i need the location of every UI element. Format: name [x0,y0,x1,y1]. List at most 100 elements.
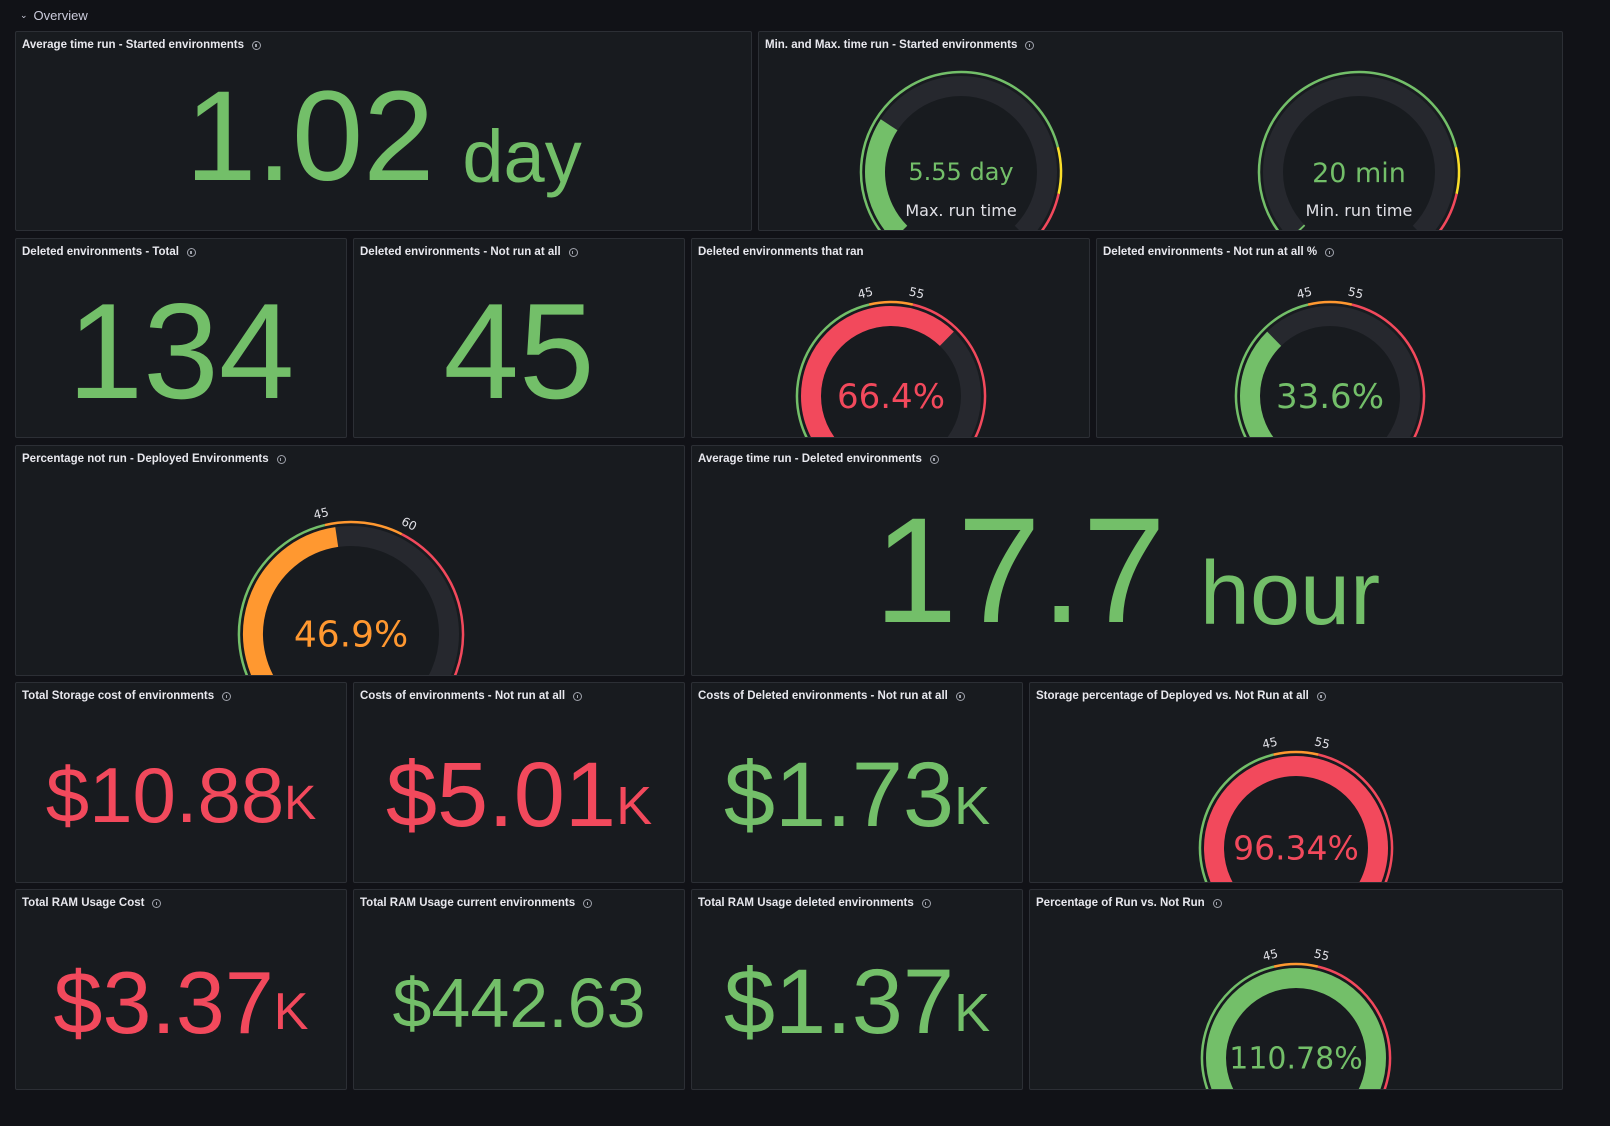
panel-costs-not-run[interactable]: Costs of environments - Not run at all $… [353,682,685,883]
panel-title: Total RAM Usage deleted environments [698,897,914,909]
threshold-band-orange [1307,300,1353,306]
chevron-down-icon: ⌄ [20,9,28,20]
info-icon[interactable] [152,898,162,908]
stat-value: 17.7 [873,486,1166,654]
threshold-band-red [1318,753,1394,882]
threshold-band-yellow [1454,146,1461,195]
gauge-value: 5.55 day [908,158,1013,186]
panel-min-max-time-started[interactable]: Min. and Max. time run - Started environ… [758,31,1563,231]
gauge-value-arc [1204,756,1388,882]
gauge-value: 96.34% [1233,829,1359,868]
threshold-band-green [237,523,326,675]
tick-label-threshold: 55 [1313,735,1331,752]
deleted-not-run-pct-gauge: 0455510033.6% [1234,284,1426,437]
panel-title: Storage percentage of Deployed vs. Not R… [1036,690,1309,702]
gauge-value-arc [801,306,954,437]
gauge-value: 20 min [1312,158,1406,189]
threshold-band-green [1257,70,1458,230]
panel-title: Costs of Deleted environments - Not run … [698,690,948,702]
threshold-band-red [1351,303,1426,437]
info-icon[interactable] [955,691,965,701]
info-icon[interactable] [222,691,232,701]
panel-deleted-not-run[interactable]: Deleted environments - Not run at all 45 [353,238,685,438]
info-icon[interactable] [1212,898,1222,908]
gauge-value: 46.9% [294,615,408,656]
info-icon[interactable] [583,898,593,908]
panel-deleted-not-run-pct[interactable]: Deleted environments - Not run at all % … [1096,238,1563,438]
info-icon[interactable] [1025,40,1035,50]
max-run-time-gauge: 5.55 day Max. run time 20 min Min. run t… [859,70,1461,230]
panel-deleted-that-ran[interactable]: Deleted environments that ran 0455510066… [691,238,1090,438]
gauge-label: Max. run time [905,201,1016,220]
panel-ram-current[interactable]: Total RAM Usage current environments $44… [353,889,685,1090]
panel-pct-run-vs-not-run[interactable]: Percentage of Run vs. Not Run 0455510011… [1029,889,1563,1090]
info-icon[interactable] [1316,691,1326,701]
panel-avg-time-deleted[interactable]: Average time run - Deleted environments … [691,445,1563,676]
panel-costs-deleted-not-run[interactable]: Costs of Deleted environments - Not run … [691,682,1023,883]
threshold-band-green [859,70,1060,230]
stat-unit: K [616,775,653,836]
info-icon[interactable] [251,40,261,50]
panel-title: Average time run - Deleted environments [698,453,922,465]
gauge-value-arc [1240,331,1282,437]
threshold-band-green [1198,753,1274,882]
row-header-overview[interactable]: ⌄ Overview [20,2,88,28]
gauge-track [1263,76,1455,230]
info-icon[interactable] [929,454,939,464]
stat-value: $1.73 [723,744,955,846]
panel-total-storage-cost[interactable]: Total Storage cost of environments $10.8… [15,682,347,883]
panel-title: Deleted environments that ran [698,246,864,258]
stat-unit: K [954,775,991,836]
threshold-band-orange [1273,962,1319,968]
panel-ram-deleted[interactable]: Total RAM Usage deleted environments $1.… [691,889,1023,1090]
stat-value: $1.37 [723,951,955,1053]
row-title: Overview [33,7,88,23]
pct-run-vs-not-run-gauge: 04555100110.78% [1200,946,1392,1089]
threshold-band-orange [324,520,403,536]
tick-label-threshold: 60 [399,514,419,533]
info-icon[interactable] [573,691,583,701]
tick-label-threshold: 45 [856,284,874,301]
panel-title: Percentage not run - Deployed Environmen… [22,453,269,465]
threshold-band-green [1234,303,1309,437]
panel-title: Min. and Max. time run - Started environ… [765,39,1018,51]
tick-label-threshold: 45 [312,505,330,522]
panel-title: Total RAM Usage current environments [360,897,576,909]
panel-total-ram-cost[interactable]: Total RAM Usage Cost $3.37 K [15,889,347,1090]
gauge-label: Min. run time [1306,201,1413,220]
stat-value: $5.01 [385,744,617,846]
panel-deleted-total[interactable]: Deleted environments - Total 134 [15,238,347,438]
threshold-band-red [1317,965,1392,1089]
gauge-value: 66.4% [837,377,945,417]
info-icon[interactable] [276,454,286,464]
tick-label-threshold: 55 [1347,284,1365,301]
tick-label-threshold: 55 [908,284,926,301]
info-icon[interactable] [186,247,196,257]
gauge-value: 110.78% [1229,1042,1362,1077]
panel-title: Percentage of Run vs. Not Run [1036,897,1205,909]
info-icon[interactable] [1325,247,1335,257]
threshold-band-red [912,303,987,437]
gauge-value: 33.6% [1276,377,1384,417]
tick-label-threshold: 45 [1261,735,1279,752]
panel-storage-pct[interactable]: Storage percentage of Deployed vs. Not R… [1029,682,1563,883]
info-icon[interactable] [921,898,931,908]
panel-avg-time-started[interactable]: Average time run - Started environments … [15,31,752,231]
stat-value: $10.88 [45,751,285,839]
pct-not-run-deployed-gauge: 0456010046.9% [237,505,465,675]
panel-pct-not-run-deployed[interactable]: Percentage not run - Deployed Environmen… [15,445,685,676]
panel-title: Deleted environments - Not run at all % [1103,246,1318,258]
stat-value: $3.37 [53,952,274,1052]
deleted-ran-gauge: 0455510066.4% [795,284,987,437]
threshold-band-green [1200,965,1275,1089]
stat-unit: K [954,982,991,1043]
gauge-value-arc [865,119,908,230]
storage-pct-gauge: 0455510096.34% [1198,735,1394,882]
panel-title: Deleted environments - Not run at all [360,246,561,258]
stat-value: 134 [67,275,295,427]
threshold-band-orange [868,300,914,306]
stat-unit: hour [1199,544,1381,644]
info-icon[interactable] [568,247,578,257]
threshold-band-green [795,303,870,437]
stat-unit: K [284,777,317,830]
